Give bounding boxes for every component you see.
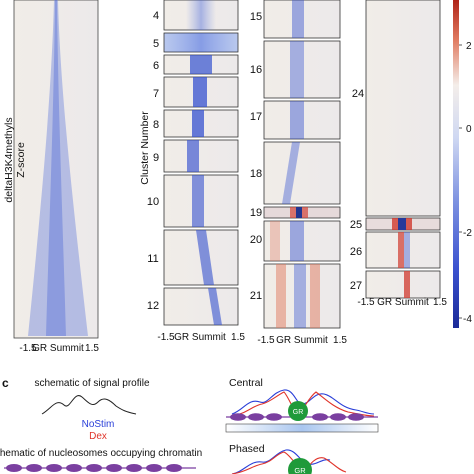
cluster-panel-7 xyxy=(163,76,239,108)
overall-heatmap xyxy=(13,0,99,339)
cluster-label-12: 12 xyxy=(147,300,159,312)
heatmap-y-axis-label: deltaH3K4methyls xyxy=(3,117,15,202)
cluster-panel-16 xyxy=(263,40,341,99)
cluster-panel-5 xyxy=(163,32,239,53)
x-tick-left-main: -1.5 xyxy=(19,343,37,354)
x-tick-left-col1: -1.5 xyxy=(157,332,175,343)
cluster-panel-19 xyxy=(263,206,341,219)
central-schematic xyxy=(225,389,379,433)
cluster-label-5: 5 xyxy=(153,38,159,50)
cluster-number-axis-label: Cluster Number xyxy=(139,111,151,185)
cluster-panel-11 xyxy=(163,229,239,286)
cluster-label-27: 27 xyxy=(350,280,362,292)
x-tick-right-col1: 1.5 xyxy=(231,332,245,343)
cluster-column-2 xyxy=(263,0,341,329)
cluster-label-16: 16 xyxy=(250,64,262,76)
cluster-panel-27 xyxy=(365,270,441,299)
cluster-label-20: 20 xyxy=(250,234,262,246)
signal-profile-curve xyxy=(41,395,137,415)
legend-nostim: NoStim xyxy=(82,419,115,430)
cluster-column-1 xyxy=(163,0,239,326)
cluster-label-9: 9 xyxy=(153,152,159,164)
phased-nostim-curve xyxy=(231,449,331,474)
gr-protein-central xyxy=(288,401,308,421)
cluster-label-4: 4 xyxy=(153,10,159,22)
cluster-panel-9 xyxy=(163,139,239,173)
signal-schematic-title: schematic of signal profile xyxy=(34,378,149,389)
cluster-panel-17 xyxy=(263,100,341,140)
heatmap-y-axis-sublabel: Z-score xyxy=(15,142,27,178)
cluster-panel-25 xyxy=(365,217,441,231)
phased-schematic xyxy=(231,449,347,474)
x-center-label-col2: GR Summit xyxy=(276,335,328,346)
colorbar xyxy=(453,0,462,328)
cluster-panel-21 xyxy=(263,263,341,329)
nucleosome-schematic-title: schematic of nucleosomes occupying chrom… xyxy=(0,448,202,459)
cluster-label-17: 17 xyxy=(250,111,262,123)
x-center-label-col3: GR Summit xyxy=(377,297,429,308)
colorbar-tick-neg2: -2 xyxy=(463,228,472,239)
phased-label: Phased xyxy=(229,443,265,455)
cluster-label-26: 26 xyxy=(350,246,362,258)
nucleosome-row xyxy=(4,464,196,472)
gr-protein-phased xyxy=(288,458,312,474)
cluster-panel-8 xyxy=(163,109,239,138)
cluster-label-21: 21 xyxy=(250,290,262,302)
cluster-label-7: 7 xyxy=(153,88,159,100)
x-tick-left-col2: -1.5 xyxy=(257,335,275,346)
x-tick-right-col2: 1.5 xyxy=(333,335,347,346)
cluster-label-18: 18 xyxy=(250,168,262,180)
cluster-label-6: 6 xyxy=(153,60,159,72)
legend-dex: Dex xyxy=(89,431,107,442)
central-chromatin-band xyxy=(225,423,379,433)
colorbar-tick-neg4: -4 xyxy=(463,314,472,325)
cluster-panel-12 xyxy=(163,287,239,326)
x-center-label-col1: GR Summit xyxy=(174,332,226,343)
colorbar-tick-2: 2 xyxy=(466,41,472,52)
cluster-column-3 xyxy=(365,0,441,299)
cluster-label-24: 24 xyxy=(352,88,364,100)
panel-label-c: c xyxy=(2,376,9,390)
cluster-label-19: 19 xyxy=(250,207,262,219)
x-center-label-main: GR Summit xyxy=(32,343,84,354)
cluster-panel-6 xyxy=(163,54,239,75)
central-label: Central xyxy=(229,377,263,389)
cluster-panel-15 xyxy=(263,0,341,39)
gr-label-central: GR xyxy=(293,409,304,416)
cluster-label-25: 25 xyxy=(350,219,362,231)
cluster-panel-24 xyxy=(365,0,441,217)
cluster-panel-20 xyxy=(263,220,341,262)
cluster-label-10: 10 xyxy=(147,196,159,208)
cluster-panel-26 xyxy=(365,231,441,269)
cluster-label-8: 8 xyxy=(153,119,159,131)
cluster-label-15: 15 xyxy=(250,11,262,23)
cluster-panel-10 xyxy=(163,174,239,228)
gr-label-phased: GR xyxy=(294,466,306,474)
x-tick-left-col3: -1.5 xyxy=(357,297,375,308)
cluster-panel-4 xyxy=(163,0,239,31)
x-tick-right-col3: 1.5 xyxy=(433,297,447,308)
cluster-panel-18 xyxy=(263,141,341,205)
cluster-label-11: 11 xyxy=(147,253,158,265)
x-tick-right-main: 1.5 xyxy=(85,343,99,354)
colorbar-tick-0: 0 xyxy=(466,124,472,135)
